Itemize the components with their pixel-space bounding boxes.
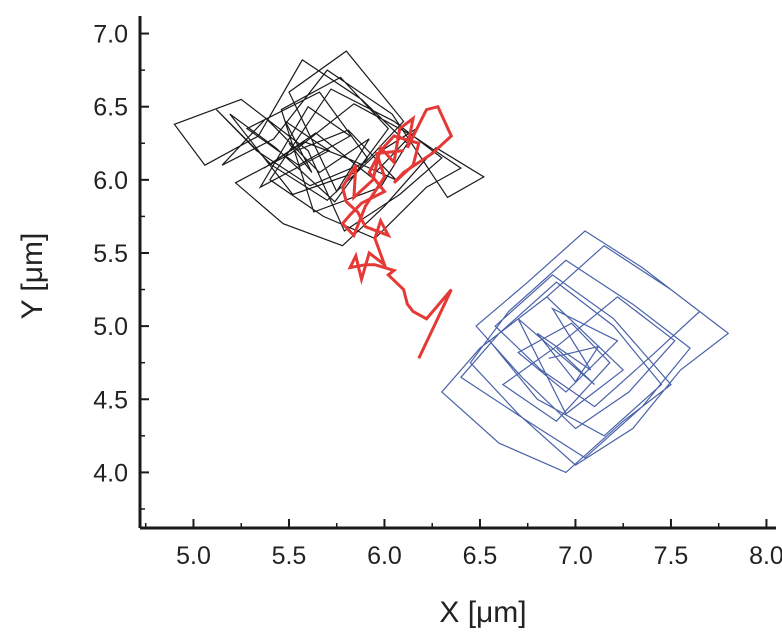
x-tick-label: 5.0 <box>176 542 211 570</box>
y-tick-label: 5.5 <box>93 240 128 268</box>
x-tick-label: 6.0 <box>367 542 402 570</box>
x-tick-label: 6.5 <box>463 542 498 570</box>
x-tick-label: 7.5 <box>654 542 689 570</box>
series-line-black <box>173 50 485 247</box>
x-tick-label: 5.5 <box>272 542 307 570</box>
y-tick-label: 6.5 <box>93 94 128 122</box>
y-tick-label: 4.5 <box>93 386 128 414</box>
x-tick-label: 8.0 <box>749 542 782 570</box>
series-layer <box>173 50 730 474</box>
y-axis-title: Y [μm] <box>16 233 49 320</box>
x-axis-title: X [μm] <box>439 596 526 629</box>
axes-layer <box>138 16 776 530</box>
x-tick-label: 7.0 <box>558 542 593 570</box>
series-line-red <box>340 104 454 359</box>
y-tick-label: 5.0 <box>93 313 128 341</box>
y-tick-label: 6.0 <box>93 167 128 195</box>
ticks-layer: 5.0 5.5 6.0 6.5 7.0 7.5 8.0 4.0 4.5 5.0 5.5 6.0 6.5 7… <box>93 21 782 570</box>
series-line-blue <box>440 230 730 474</box>
y-tick-label: 7.0 <box>93 21 128 49</box>
y-tick-label: 4.0 <box>93 459 128 487</box>
